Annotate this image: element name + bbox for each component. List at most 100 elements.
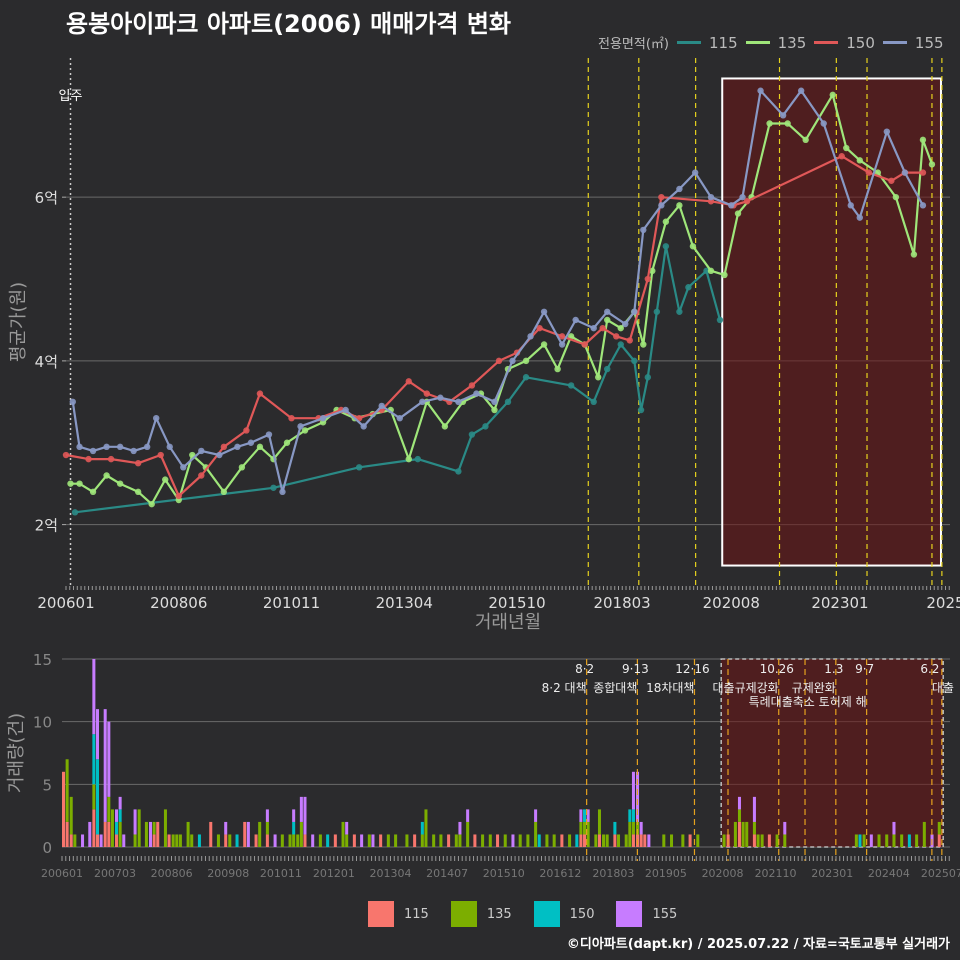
point-135: [405, 455, 412, 463]
bar-segment-115: [937, 834, 941, 847]
point-115: [703, 267, 710, 275]
point-155: [739, 193, 746, 201]
bar-segment-155: [115, 809, 119, 822]
point-155: [342, 406, 349, 414]
bar-segment-135: [171, 834, 175, 847]
point-135: [76, 480, 83, 487]
point-135: [540, 341, 548, 348]
x-tick-label: 200601: [37, 594, 94, 612]
bar-segment-135: [110, 809, 114, 847]
point-155: [279, 488, 286, 496]
bar-legend-label-115: 115: [404, 906, 429, 922]
bar-segment-135: [568, 834, 572, 847]
bar-segment-135: [458, 834, 462, 847]
point-135: [491, 406, 498, 414]
point-150: [743, 198, 751, 205]
point-150: [888, 177, 895, 184]
point-155: [919, 202, 927, 209]
bar-segment-135: [552, 834, 556, 847]
bar-segment-115: [643, 834, 647, 847]
bar-segment-150: [197, 834, 201, 847]
point-155: [103, 443, 110, 451]
y-tick-label: 2억: [35, 517, 58, 535]
bar-segment-135: [752, 821, 756, 835]
point-150: [865, 169, 873, 176]
point-115: [270, 484, 277, 491]
bar-segment-150: [420, 821, 424, 835]
bar-segment-115: [95, 834, 99, 847]
bar-segment-155: [224, 821, 228, 835]
point-155: [437, 394, 444, 401]
policy-label: 규제완화: [792, 681, 836, 695]
bar-segment-115: [447, 834, 451, 847]
point-150: [220, 443, 228, 451]
bar-segment-150: [115, 821, 119, 835]
point-150: [198, 472, 205, 479]
point-150: [423, 390, 431, 397]
point-150: [536, 324, 543, 332]
bar-segment-155: [892, 821, 896, 835]
point-135: [640, 341, 647, 348]
bar-segment-135: [503, 834, 507, 847]
bar-legend-swatch-115: [368, 901, 394, 927]
point-135: [522, 357, 530, 365]
point-135: [829, 91, 836, 99]
bar-segment-135: [518, 834, 522, 847]
bar-segment-135: [602, 834, 606, 847]
bar-segment-135: [862, 834, 866, 847]
bar-segment-115: [107, 821, 111, 847]
point-155: [901, 169, 909, 176]
bar-segment-155: [511, 834, 515, 847]
bar-segment-135: [900, 834, 904, 847]
bar-segment-155: [299, 796, 303, 822]
bar-segment-135: [69, 796, 73, 835]
bar-segment-135: [586, 821, 590, 847]
legend-label-150: 150: [846, 33, 875, 52]
bar-segment-135: [745, 821, 749, 847]
point-150: [243, 427, 250, 434]
point-115: [355, 464, 363, 471]
bar-segment-155: [303, 796, 307, 835]
bar-x-tick-label: 201011: [260, 867, 302, 880]
point-150: [134, 460, 142, 467]
point-150: [495, 357, 503, 365]
bar-legend-135: 135: [450, 901, 512, 927]
point-115: [662, 243, 670, 250]
policy-label: 8·2 대책: [542, 680, 587, 695]
point-115: [617, 341, 624, 348]
bar-segment-155: [122, 834, 126, 847]
bar-segment-155: [458, 821, 462, 835]
point-135: [89, 488, 97, 496]
bar-segment-150: [631, 809, 635, 822]
bar-segment-135: [73, 834, 77, 847]
point-155: [820, 120, 827, 127]
point-155: [590, 324, 597, 332]
bar-segment-155: [636, 771, 640, 822]
bar-segment-150: [235, 834, 239, 847]
point-115: [644, 374, 652, 381]
bar-segment-155: [631, 771, 635, 810]
legend-line-155: [882, 41, 907, 44]
point-115: [716, 316, 724, 324]
point-135: [649, 267, 656, 275]
point-155: [856, 214, 863, 221]
bar-x-tick-label: 200908: [207, 867, 249, 880]
bar-segment-155: [586, 809, 590, 822]
bar-legend-swatch-150: [533, 901, 560, 927]
point-135: [238, 464, 246, 471]
legend-title: 전용면적(㎡): [598, 37, 669, 52]
legend-item-150: 150: [814, 34, 875, 52]
move-in-label: 입주: [59, 89, 83, 104]
bar-segment-115: [613, 834, 617, 847]
bar-x-tick-label: 200806: [151, 867, 193, 880]
point-115: [590, 398, 597, 406]
point-135: [256, 443, 264, 451]
point-155: [153, 414, 160, 422]
point-135: [784, 120, 791, 127]
point-155: [757, 87, 764, 94]
point-135: [554, 365, 561, 373]
bar-segment-115: [473, 834, 477, 847]
bar-segment-155: [371, 834, 375, 847]
legend-label-115: 115: [708, 33, 738, 52]
bar-x-tick-label: 202110: [755, 867, 797, 880]
